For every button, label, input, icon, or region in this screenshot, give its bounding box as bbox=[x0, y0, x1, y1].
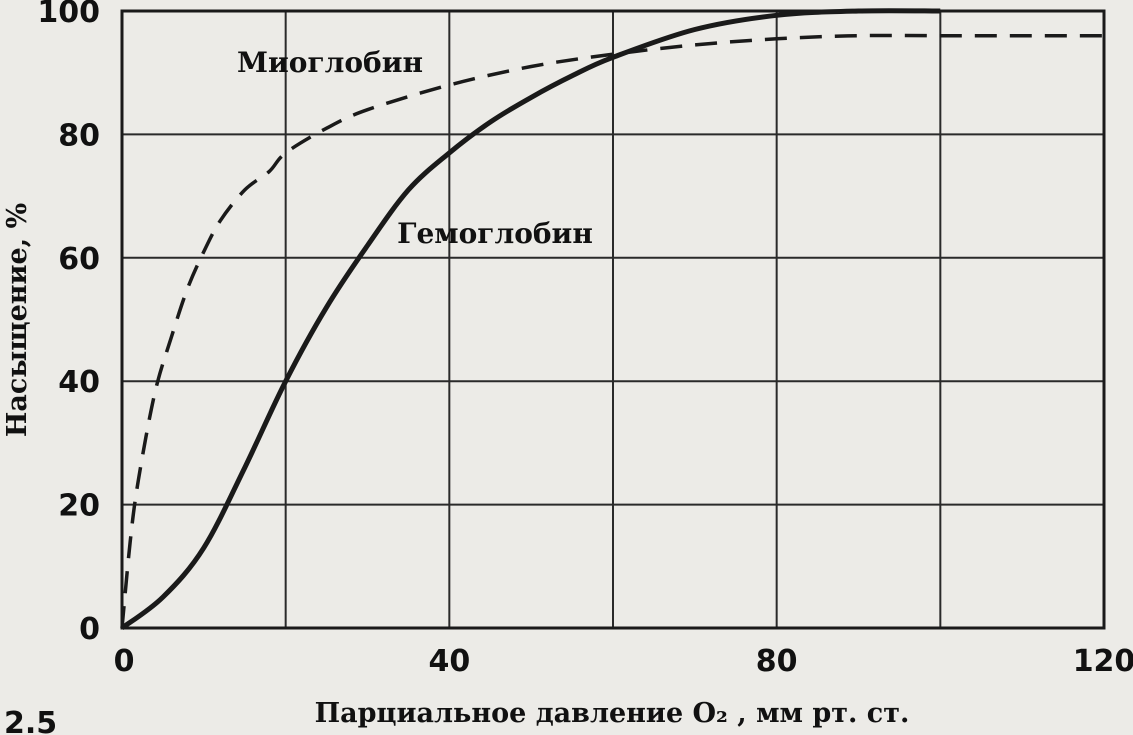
plot-frame bbox=[120, 9, 1106, 630]
y-axis-label: Насыщение, % bbox=[2, 203, 33, 437]
grid bbox=[122, 11, 1104, 628]
figure-label: 2.5 bbox=[4, 706, 57, 735]
y-tick-label: 40 bbox=[58, 365, 100, 400]
y-tick-label: 0 bbox=[79, 612, 100, 647]
plot-border bbox=[120, 9, 1106, 630]
y-tick-label: 80 bbox=[58, 118, 100, 153]
curves bbox=[120, 8, 1104, 631]
x-tick-label: 0 bbox=[114, 644, 135, 679]
y-tick-label: 100 bbox=[37, 0, 100, 30]
y-tick-label: 20 bbox=[58, 489, 100, 524]
x-tick-label: 40 bbox=[428, 644, 470, 679]
x-axis-label: Парциальное давление O₂ , мм рт. ст. bbox=[315, 698, 910, 729]
series-label-myoglobin: Миоглобин bbox=[237, 46, 423, 79]
x-tick-labels: 0 40 80 120 bbox=[114, 644, 1133, 679]
myoglobin-curve bbox=[120, 33, 1104, 629]
x-tick-label: 120 bbox=[1073, 644, 1133, 679]
x-tick-label: 80 bbox=[756, 644, 798, 679]
series-label-hemoglobin: Гемоглобин bbox=[397, 217, 593, 250]
y-tick-label: 60 bbox=[58, 242, 100, 277]
y-tick-labels: 0 20 40 60 80 100 bbox=[37, 0, 100, 647]
hemoglobin-curve bbox=[120, 8, 941, 631]
